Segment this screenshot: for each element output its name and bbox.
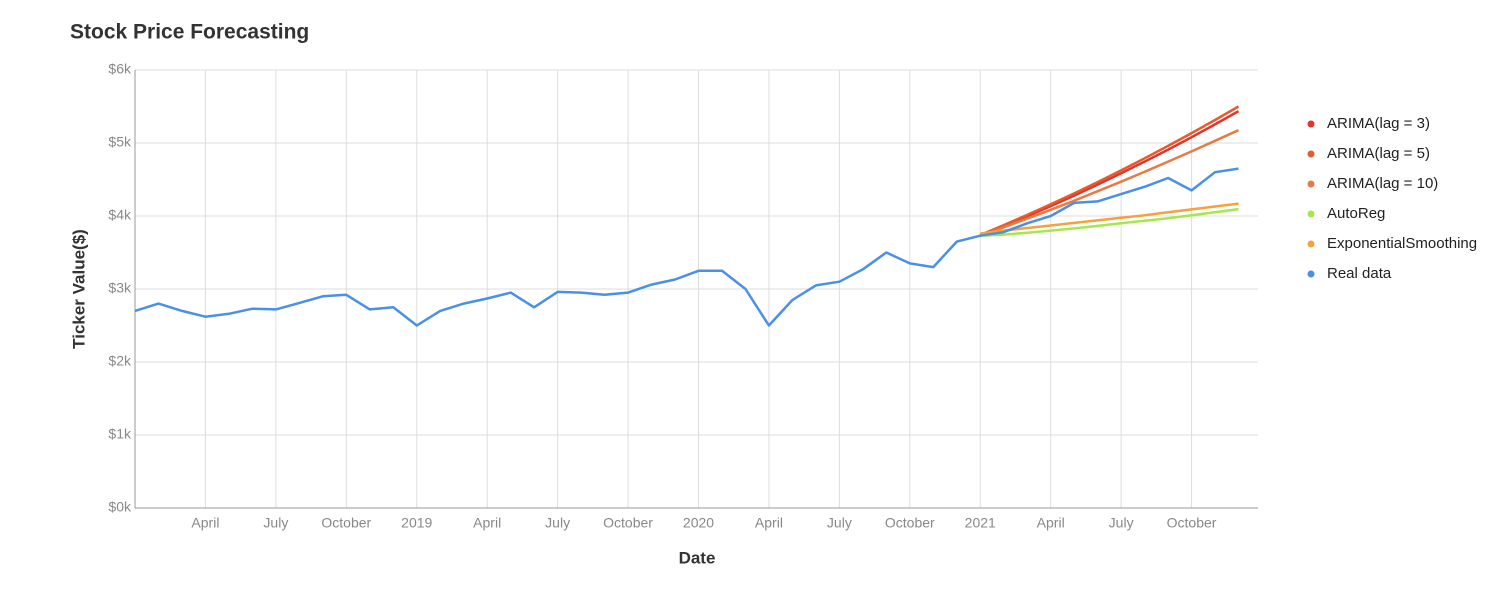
x-tick-label: July (545, 515, 570, 531)
x-tick-label: July (263, 515, 288, 531)
y-tick-label: $2k (108, 353, 132, 369)
legend-label: ARIMA(lag = 10) (1327, 175, 1438, 192)
x-tick-label: October (885, 515, 935, 531)
x-tick-label: April (473, 515, 501, 531)
series-line (134, 167, 1239, 327)
x-tick-label: April (191, 515, 219, 531)
y-tick-label: $0k (108, 499, 132, 515)
series-line (980, 207, 1239, 237)
series-line (979, 110, 1240, 237)
x-tick-label: October (321, 515, 371, 531)
x-tick-label: 2020 (683, 515, 714, 531)
legend-marker (1307, 210, 1315, 218)
x-tick-label: July (1109, 515, 1134, 531)
y-tick-label: $5k (108, 134, 132, 150)
chart-title: Stock Price Forecasting (70, 21, 309, 44)
series-line (979, 129, 1240, 237)
legend-marker (1307, 150, 1315, 158)
x-tick-label: July (827, 515, 852, 531)
legend-label: ARIMA(lag = 5) (1327, 145, 1430, 162)
x-axis-title: Date (679, 548, 716, 567)
legend-marker (1307, 240, 1315, 248)
legend-marker (1307, 120, 1315, 128)
x-tick-label: 2019 (401, 515, 432, 531)
y-tick-label: $4k (108, 207, 132, 223)
y-axis-title: Ticker Value($) (69, 229, 88, 349)
x-tick-label: October (1167, 515, 1217, 531)
y-tick-label: $3k (108, 280, 132, 296)
y-tick-label: $6k (108, 61, 132, 77)
x-tick-label: 2021 (965, 515, 996, 531)
legend-label: AutoReg (1327, 205, 1385, 222)
legend-marker (1307, 180, 1315, 188)
x-tick-label: April (1037, 515, 1065, 531)
series-line (979, 105, 1240, 237)
legend-label: Real data (1327, 265, 1392, 282)
x-tick-label: October (603, 515, 653, 531)
y-tick-label: $1k (108, 426, 132, 442)
legend-marker (1307, 270, 1315, 278)
legend-label: ExponentialSmoothing (1327, 235, 1477, 252)
legend-label: ARIMA(lag = 3) (1327, 115, 1430, 132)
x-tick-label: April (755, 515, 783, 531)
series-line (980, 202, 1239, 235)
